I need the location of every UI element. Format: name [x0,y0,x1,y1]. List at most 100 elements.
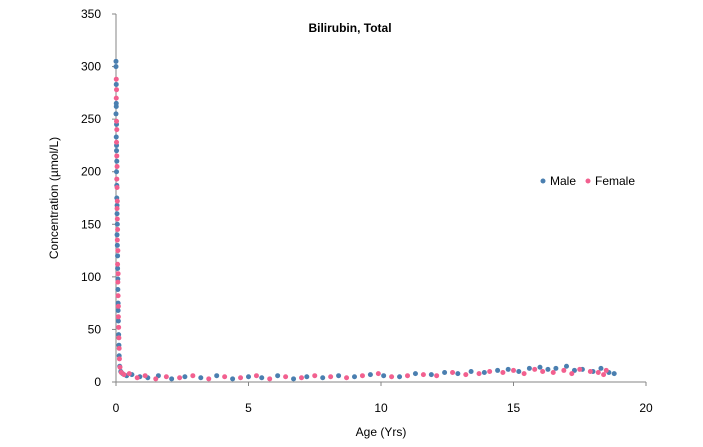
legend-male-marker [540,178,546,184]
chart-title: Bilirubin, Total [308,21,391,35]
data-point-male [304,374,310,380]
y-tick-label: 250 [81,112,101,126]
data-point-male [468,368,474,374]
data-point-female [420,372,426,378]
x-axis-title: Age (Yrs) [356,425,407,439]
x-tick-label: 10 [374,401,388,415]
data-point-female [283,374,289,380]
data-point-female [114,206,120,212]
data-point-male [553,365,559,371]
x-tick-label: 15 [507,401,521,415]
data-point-male [115,318,121,324]
data-point-male [505,366,511,372]
data-point-female [116,356,122,362]
data-point-male [397,374,403,380]
data-point-male [381,373,387,379]
data-point-female [601,372,607,378]
data-point-female [476,371,482,377]
series-female [113,76,609,382]
data-point-male [113,104,119,110]
data-point-male [545,366,551,372]
data-point-female [114,87,120,93]
data-point-male [214,373,220,379]
data-point-male [412,371,418,377]
data-point-female [312,373,318,379]
data-point-female [113,95,119,101]
y-tick-label: 200 [81,165,101,179]
data-point-female [375,371,381,377]
data-point-female [267,376,273,382]
y-tick-label: 350 [81,7,101,21]
data-point-male [114,169,120,175]
data-point-male [114,232,120,238]
data-point-male [537,364,543,370]
data-point-male [198,375,204,381]
data-point-female [115,227,121,233]
data-point-female [121,372,127,378]
data-point-female [114,176,120,182]
data-point-female [561,367,567,373]
data-point-male [336,373,342,379]
data-point-male [564,363,569,369]
data-point-male [114,148,120,154]
data-point-male [291,376,297,382]
data-point-female [114,237,120,243]
series-male [113,58,617,382]
data-point-male [275,373,281,379]
data-point-female [595,370,601,376]
data-point-female [115,303,121,309]
data-point-female [114,139,120,145]
data-point-male [442,370,448,376]
data-point-female [115,248,121,254]
data-point-female [500,370,506,376]
data-point-female [463,372,469,378]
data-point-female [153,376,159,382]
y-tick-label: 100 [81,270,101,284]
data-point-female [114,127,120,133]
data-point-male [526,365,532,371]
data-point-female [434,373,440,379]
data-point-male [114,158,120,164]
data-point-female [238,375,244,381]
y-ticks: 0 50 100 150 200 250 300 350 [81,7,116,389]
y-tick-label: 50 [88,322,102,336]
data-point-female [487,368,493,374]
data-point-male [481,370,487,376]
legend-female-label: Female [595,174,635,188]
data-point-female [577,366,583,372]
data-point-female [253,373,259,379]
data-point-male [230,376,236,382]
data-point-female [359,373,365,379]
data-point-female [114,216,120,222]
y-tick-label: 150 [81,217,101,231]
data-point-female [299,375,304,381]
x-ticks: 0 5 10 15 20 [113,382,653,415]
data-point-female [116,345,122,351]
data-point-male [367,372,373,378]
data-point-female [190,373,196,379]
data-point-male [320,375,326,381]
data-point-male [259,375,265,381]
data-point-male [115,253,121,259]
data-point-male [182,374,188,380]
data-point-female [569,371,575,377]
data-point-male [113,58,119,64]
data-point-male [113,81,119,87]
data-point-female [115,293,121,299]
data-point-female [113,76,119,82]
y-tick-label: 300 [81,60,101,74]
data-point-female [115,271,121,277]
data-point-female [114,163,120,169]
data-point-female [163,374,169,380]
data-point-male [113,111,119,117]
data-point-female [521,371,527,377]
data-point-female [540,368,546,374]
data-point-female [142,373,148,379]
data-point-female [126,371,132,377]
y-axis-title: Concentration (µmol/L) [47,137,61,259]
data-point-male [114,221,120,227]
data-point-male [611,371,617,377]
data-point-male [246,374,251,380]
data-point-female [222,374,228,380]
data-point-female [450,370,456,376]
